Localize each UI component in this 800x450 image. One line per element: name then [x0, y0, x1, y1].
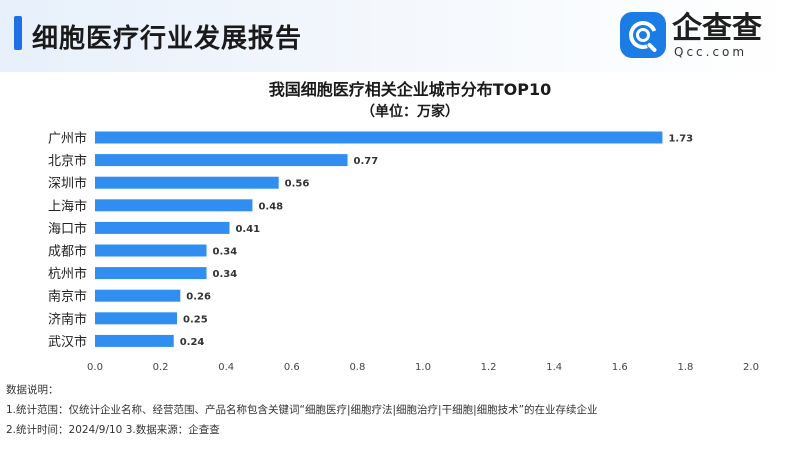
category-label: 上海市 — [48, 198, 87, 214]
value-label: 0.34 — [213, 247, 238, 258]
value-label: 0.77 — [354, 156, 379, 167]
value-label: 0.24 — [180, 337, 205, 348]
x-axis-ticks: 0.0 0.2 0.4 0.6 0.8 1.0 1.2 1.4 1.6 1.8 2.0 — [87, 362, 759, 373]
title-accent-bar — [14, 16, 22, 50]
bars-group: 广州市 1.73 北京市 0.77 深圳市 0.56 上海市 0.48 海口市 0.41 成都市 0.… — [48, 131, 693, 350]
x-tick-label: 0.0 — [87, 362, 103, 373]
notes-heading: 数据说明： — [6, 384, 59, 396]
bar — [95, 267, 207, 280]
value-label: 1.73 — [668, 134, 693, 145]
bar — [95, 289, 181, 302]
report-header: 细胞医疗行业发展报告 企查查 Qcc.com — [0, 0, 800, 72]
x-tick-label: 1.6 — [612, 362, 628, 373]
category-label: 海口市 — [48, 221, 87, 237]
category-label: 杭州市 — [48, 266, 87, 282]
bar — [95, 334, 174, 347]
category-label: 武汉市 — [48, 334, 87, 350]
category-label: 成都市 — [48, 244, 87, 260]
logo-name: 企查查 — [672, 11, 762, 46]
x-tick-label: 0.6 — [284, 362, 300, 373]
value-label: 0.34 — [213, 269, 238, 280]
bar — [95, 244, 207, 257]
data-notes: 数据说明： 1.统计范围：仅统计企业名称、经营范围、产品名称包含关键词“细胞医疗… — [6, 380, 598, 440]
x-tick-label: 1.0 — [415, 362, 431, 373]
bar-chart: 我国细胞医疗相关企业城市分布TOP10 （单位：万家） 广州市 1.73 北京市 0.… — [48, 80, 759, 373]
category-label: 广州市 — [48, 131, 87, 147]
x-tick-label: 0.4 — [218, 362, 234, 373]
value-label: 0.48 — [258, 201, 283, 212]
x-tick-label: 0.8 — [349, 362, 365, 373]
notes-time-source: 2.统计时间：2024/9/10 3.数据来源：企查查 — [6, 424, 220, 436]
value-label: 0.26 — [186, 292, 211, 303]
x-tick-label: 2.0 — [743, 362, 759, 373]
x-tick-label: 0.2 — [153, 362, 169, 373]
chart-subtitle: （单位：万家） — [361, 103, 459, 120]
value-label: 0.25 — [183, 314, 208, 325]
bar — [95, 176, 279, 189]
notes-scope: 1.统计范围：仅统计企业名称、经营范围、产品名称包含关键词“细胞医疗|细胞疗法|… — [6, 404, 598, 416]
x-tick-label: 1.8 — [677, 362, 693, 373]
bar — [95, 199, 253, 212]
report-title: 细胞医疗行业发展报告 — [32, 24, 303, 54]
bar — [95, 154, 348, 167]
chart-title: 我国细胞医疗相关企业城市分布TOP10 — [269, 80, 552, 99]
category-label: 济南市 — [48, 311, 87, 327]
bar — [95, 131, 663, 144]
logo-domain: Qcc.com — [674, 45, 748, 59]
x-tick-label: 1.4 — [546, 362, 562, 373]
category-label: 北京市 — [48, 153, 87, 169]
category-label: 南京市 — [48, 289, 87, 305]
value-label: 0.56 — [285, 179, 310, 190]
category-label: 深圳市 — [48, 176, 87, 192]
x-tick-label: 1.2 — [481, 362, 497, 373]
qcc-logo-icon — [620, 12, 666, 58]
bar — [95, 312, 177, 325]
bar — [95, 221, 230, 234]
value-label: 0.41 — [235, 224, 260, 235]
